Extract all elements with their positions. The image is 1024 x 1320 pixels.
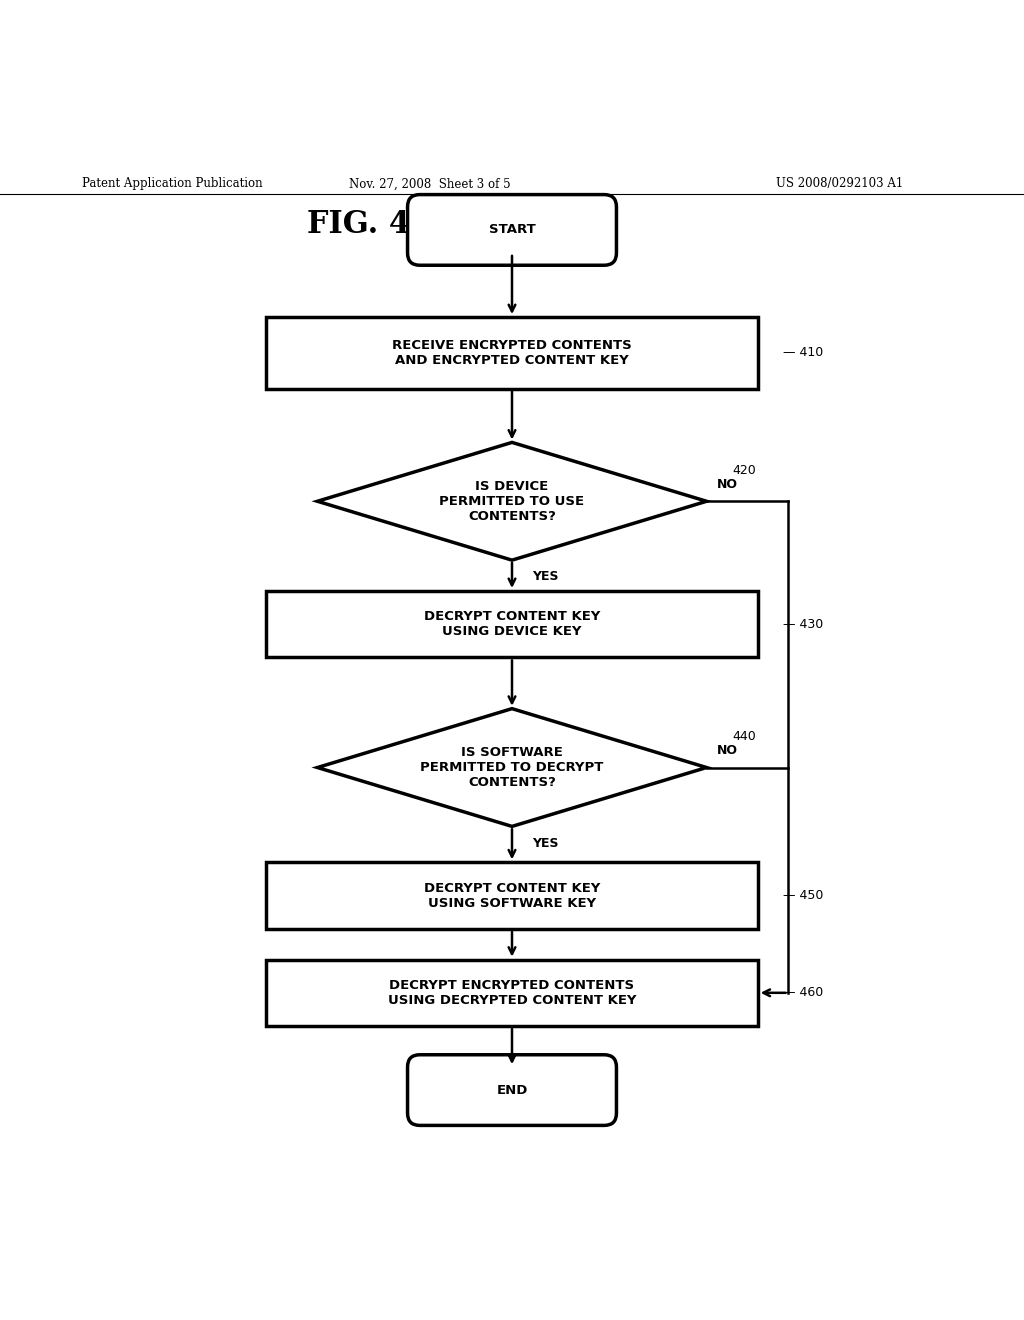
FancyBboxPatch shape	[408, 194, 616, 265]
Text: Nov. 27, 2008  Sheet 3 of 5: Nov. 27, 2008 Sheet 3 of 5	[349, 177, 511, 190]
Text: — 410: — 410	[783, 346, 823, 359]
Text: Patent Application Publication: Patent Application Publication	[82, 177, 262, 190]
Text: — 430: — 430	[783, 618, 823, 631]
Text: — 450: — 450	[783, 890, 823, 902]
Text: YES: YES	[532, 570, 559, 583]
Text: IS SOFTWARE
PERMITTED TO DECRYPT
CONTENTS?: IS SOFTWARE PERMITTED TO DECRYPT CONTENT…	[420, 746, 604, 789]
Text: START: START	[488, 223, 536, 236]
Text: NO: NO	[717, 744, 738, 758]
Text: — 460: — 460	[783, 986, 823, 999]
Text: DECRYPT CONTENT KEY
USING SOFTWARE KEY: DECRYPT CONTENT KEY USING SOFTWARE KEY	[424, 882, 600, 909]
Text: NO: NO	[717, 478, 738, 491]
Text: 440: 440	[732, 730, 756, 743]
Bar	[266, 960, 758, 1026]
Text: DECRYPT ENCRYPTED CONTENTS
USING DECRYPTED CONTENT KEY: DECRYPT ENCRYPTED CONTENTS USING DECRYPT…	[388, 979, 636, 1007]
Text: END: END	[497, 1084, 527, 1097]
Text: FIG. 4: FIG. 4	[307, 210, 410, 240]
Text: US 2008/0292103 A1: US 2008/0292103 A1	[776, 177, 903, 190]
Text: 420: 420	[732, 465, 756, 477]
Text: RECEIVE ENCRYPTED CONTENTS
AND ENCRYPTED CONTENT KEY: RECEIVE ENCRYPTED CONTENTS AND ENCRYPTED…	[392, 339, 632, 367]
Text: DECRYPT CONTENT KEY
USING DEVICE KEY: DECRYPT CONTENT KEY USING DEVICE KEY	[424, 610, 600, 638]
Bar	[266, 591, 758, 657]
Bar	[266, 862, 758, 929]
Bar	[266, 317, 758, 388]
Polygon shape	[317, 442, 707, 560]
Text: IS DEVICE
PERMITTED TO USE
CONTENTS?: IS DEVICE PERMITTED TO USE CONTENTS?	[439, 479, 585, 523]
Text: YES: YES	[532, 837, 559, 850]
Polygon shape	[317, 709, 707, 826]
FancyBboxPatch shape	[408, 1055, 616, 1126]
